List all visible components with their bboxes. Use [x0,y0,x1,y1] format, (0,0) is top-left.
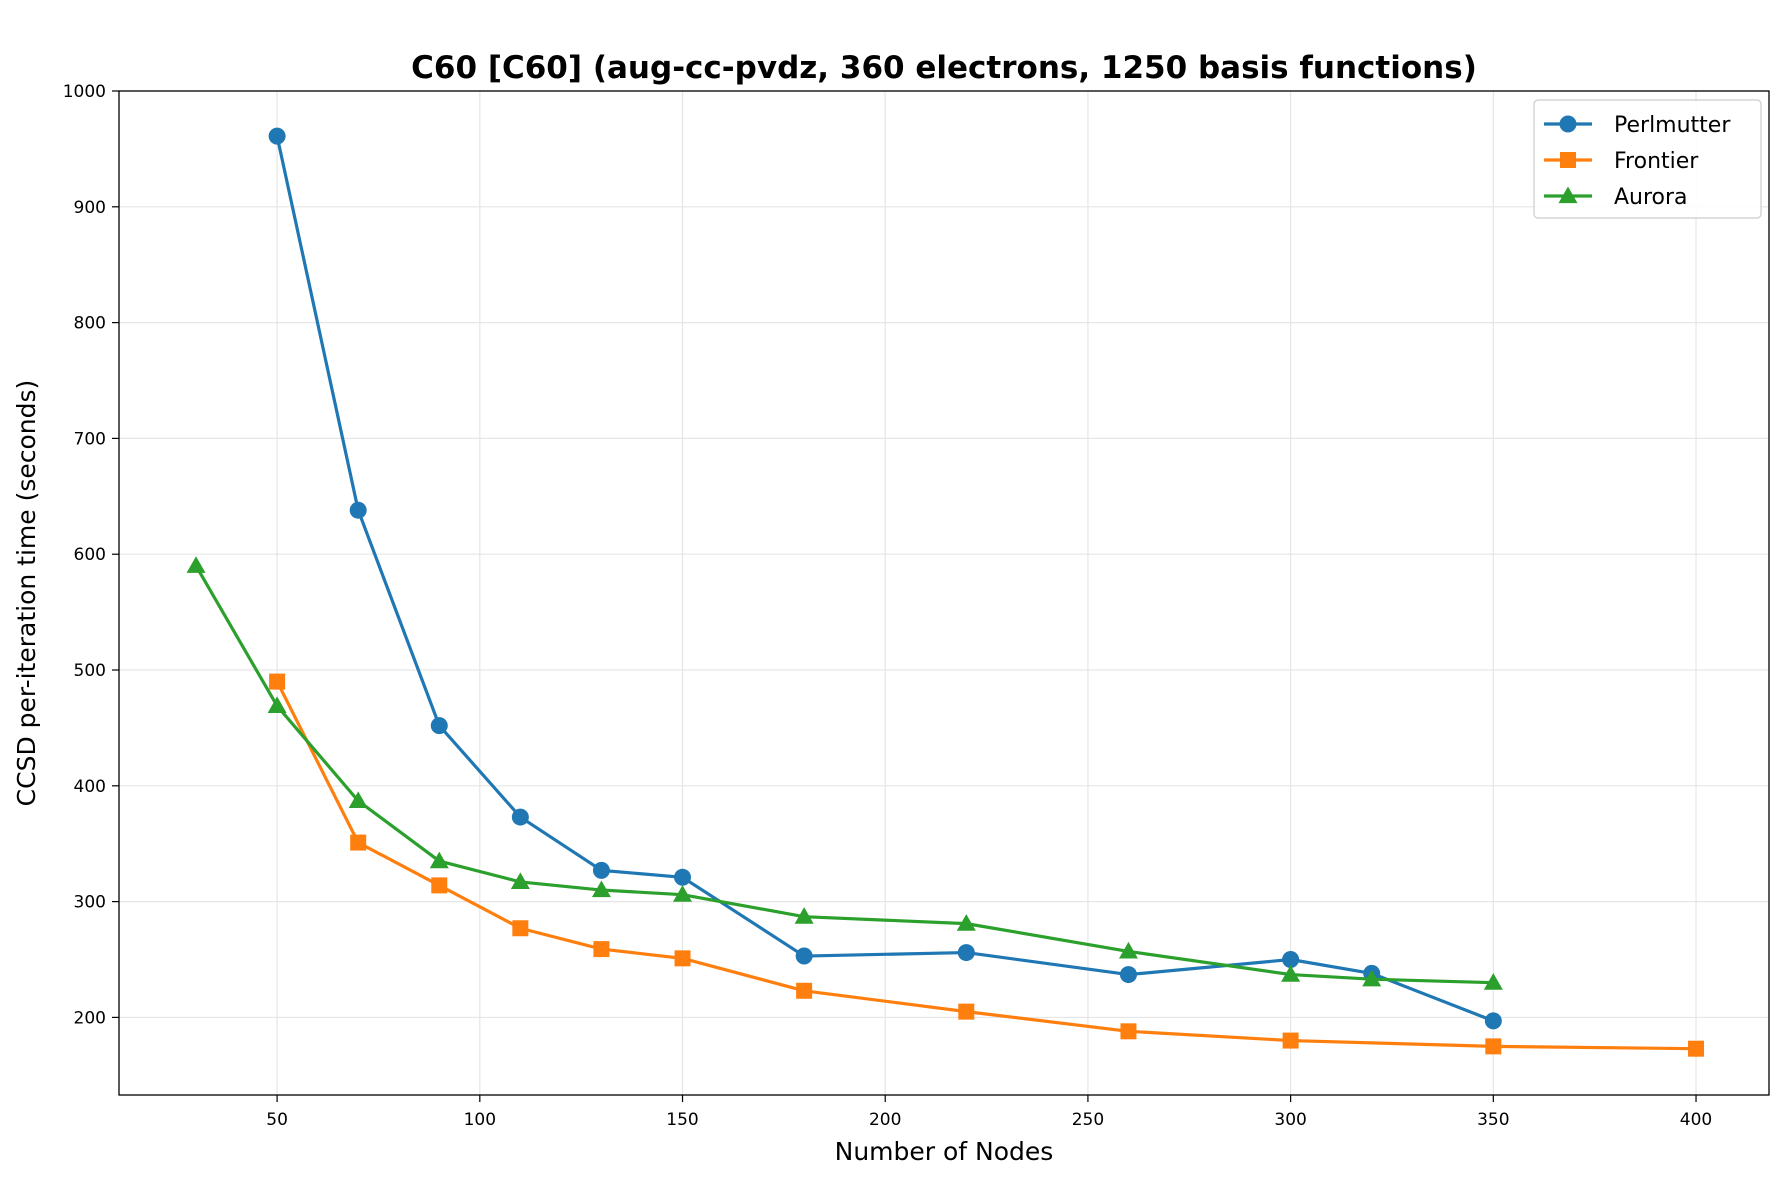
series-aurora [186,556,1503,990]
x-tick-label: 50 [266,1110,288,1130]
data-point-perlmutter [349,501,367,519]
data-point-aurora [956,914,976,931]
series-frontier [269,673,1705,1057]
legend-label-perlmutter: Perlmutter [1614,113,1731,138]
series-layer [186,127,1705,1057]
data-point-frontier [1688,1040,1705,1057]
plot-frame [118,90,1770,1096]
legend-label-aurora: Aurora [1614,185,1688,210]
data-point-aurora [429,851,449,869]
x-tick-label: 150 [666,1110,698,1130]
x-tick-label: 350 [1477,1110,1509,1130]
data-point-perlmutter [511,808,529,826]
y-tick-label: 400 [74,777,106,797]
x-tick-label: 300 [1274,1110,1306,1130]
data-point-perlmutter [1484,1012,1502,1030]
legend-marker-frontier [1560,152,1576,168]
data-point-frontier [1282,1032,1299,1049]
y-tick-label: 200 [74,1008,106,1028]
data-point-frontier [674,950,691,967]
y-tick-label: 900 [74,198,106,218]
data-point-aurora [591,880,611,898]
data-point-perlmutter [1282,951,1300,969]
x-tick-label: 200 [869,1110,901,1130]
data-point-perlmutter [795,947,813,965]
data-point-frontier [1120,1023,1137,1040]
data-point-aurora [1118,941,1138,959]
data-point-aurora [186,556,206,573]
x-tick-label: 250 [1072,1110,1104,1130]
legend-marker-perlmutter [1559,115,1577,133]
data-point-perlmutter [674,868,692,886]
y-tick-label: 500 [74,661,106,681]
y-tick-label: 600 [74,545,106,565]
data-point-frontier [512,920,529,937]
data-point-aurora [1281,965,1301,982]
y-tick-label: 1000 [63,82,106,102]
data-point-perlmutter [1119,966,1137,984]
series-line-perlmutter [275,135,1494,1023]
data-point-frontier [958,1003,975,1020]
data-point-aurora [673,885,693,902]
axis-ticks: 50 100 150 200 250 300 350 400 200 300 400 500 600 70… [63,82,1713,1130]
data-point-aurora [1483,973,1503,990]
data-point-frontier [796,982,813,999]
legend: Perlmutter Frontier Aurora [1533,99,1762,219]
data-point-perlmutter [268,127,286,145]
legend-label-frontier: Frontier [1614,149,1699,174]
data-point-perlmutter [592,861,610,879]
chart-title: C60 [C60] (aug-cc-pvdz, 360 electrons, 1… [411,50,1477,86]
data-point-frontier [350,834,367,851]
x-axis-label: Number of Nodes [835,1137,1054,1166]
series-line-frontier [275,680,1697,1051]
data-point-frontier [431,877,448,894]
data-point-aurora [267,696,287,714]
data-point-perlmutter [957,944,975,962]
y-tick-label: 800 [74,314,106,334]
x-tick-label: 100 [464,1110,496,1130]
y-axis-label: CCSD per-iteration time (seconds) [12,380,41,807]
x-tick-label: 400 [1680,1110,1712,1130]
data-point-frontier [1485,1038,1502,1055]
y-tick-label: 300 [74,893,106,913]
grid [119,90,1769,1095]
data-point-aurora [1362,969,1382,987]
y-tick-label: 700 [74,429,106,449]
data-point-aurora [794,907,814,924]
data-point-frontier [593,941,610,958]
legend-box [1533,99,1762,219]
legend-marker-aurora [1558,186,1578,204]
data-point-aurora [348,791,368,808]
data-point-frontier [269,673,286,690]
data-point-aurora [510,872,530,890]
data-point-perlmutter [430,717,448,735]
